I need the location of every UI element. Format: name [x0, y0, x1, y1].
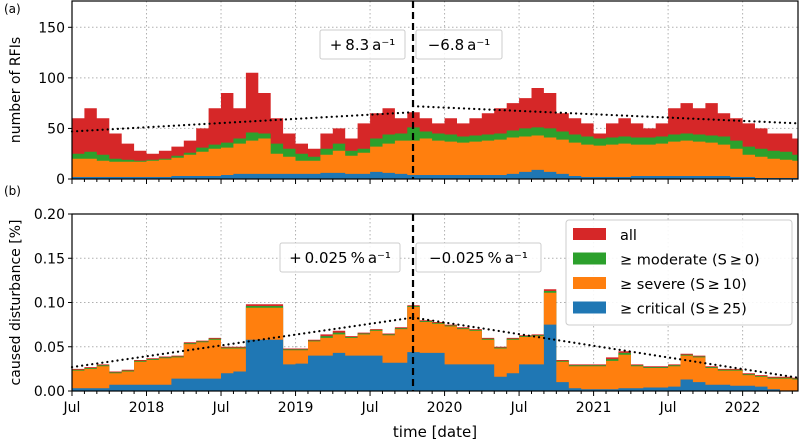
- trend-annotation: + 8.3 a⁻¹: [330, 36, 396, 54]
- x-tick-label: Jul: [510, 400, 528, 416]
- panel-label: (a): [4, 2, 21, 16]
- trend-annotation-box: [415, 29, 503, 60]
- panel-a: + 8.3 a⁻¹ −6.8 a⁻¹ 0 50 100 150 number of RFIs…: [4, 0, 800, 188]
- y-tick-label: 0: [56, 172, 65, 188]
- x-tick-label: 2021: [576, 400, 612, 416]
- area-severe: [72, 135, 798, 179]
- y-tick-label: 0.20: [34, 207, 65, 223]
- trend-annotation-box: [415, 242, 542, 273]
- legend-swatch-moderate: [573, 252, 606, 265]
- x-tick-label: Jul: [212, 400, 230, 416]
- trend-annotation: + 0.025 % a⁻¹: [289, 249, 391, 267]
- legend-swatch-severe: [573, 277, 606, 289]
- y-tick-label: 100: [38, 71, 65, 87]
- y-axis-label: number of RFIs: [8, 37, 24, 143]
- x-tick-label: 2022: [725, 400, 761, 416]
- legend-label-critical: ≥ critical (S ≥ 25): [620, 302, 747, 318]
- x-tick-label: Jul: [63, 400, 81, 416]
- trend-annotation-box: [319, 29, 406, 60]
- panel-label: (b): [4, 184, 21, 198]
- y-tick-label: 0.00: [34, 384, 65, 400]
- legend-box: [565, 219, 793, 326]
- trend-annotation: −6.8 a⁻¹: [428, 36, 491, 54]
- trend-annotation-box: [279, 242, 401, 273]
- panel-b: + 0.025 % a⁻¹ −0.025 % a⁻¹ 0.00 0.05 0.10 0.1…: [4, 184, 800, 441]
- legend-swatch-all: [573, 228, 606, 240]
- y-tick-label: 0.05: [34, 340, 65, 356]
- y-tick-label: 0.10: [34, 296, 65, 312]
- x-tick-label: 2018: [129, 400, 165, 416]
- x-axis-label: time [date]: [393, 423, 477, 441]
- trend-annotation: −0.025 % a⁻¹: [429, 249, 528, 267]
- x-tick-label: 2019: [278, 400, 314, 416]
- legend-swatch-critical: [573, 301, 606, 314]
- x-tick-label: Jul: [659, 400, 677, 416]
- axes-frame: [71, 0, 799, 180]
- y-tick-label: 50: [47, 121, 65, 137]
- area-critical: [72, 169, 798, 179]
- y-axis-label: caused disturbance [%]: [8, 220, 24, 386]
- trend-line: [70, 111, 415, 133]
- trend-line: [411, 316, 800, 379]
- legend-label-severe: ≥ severe (S ≥ 10): [620, 277, 747, 293]
- legend: all ≥ moderate (S ≥ 0) ≥ severe (S ≥ 10) ≥ …: [565, 219, 793, 326]
- trend-line: [411, 105, 800, 125]
- y-tick-label: 150: [38, 20, 65, 36]
- legend-label-moderate: ≥ moderate (S ≥ 0): [620, 253, 760, 269]
- y-tick-label: 0.15: [34, 251, 65, 267]
- legend-label-all: all: [620, 228, 637, 244]
- x-tick-label: 2020: [427, 400, 463, 416]
- x-tick-label: Jul: [361, 400, 379, 416]
